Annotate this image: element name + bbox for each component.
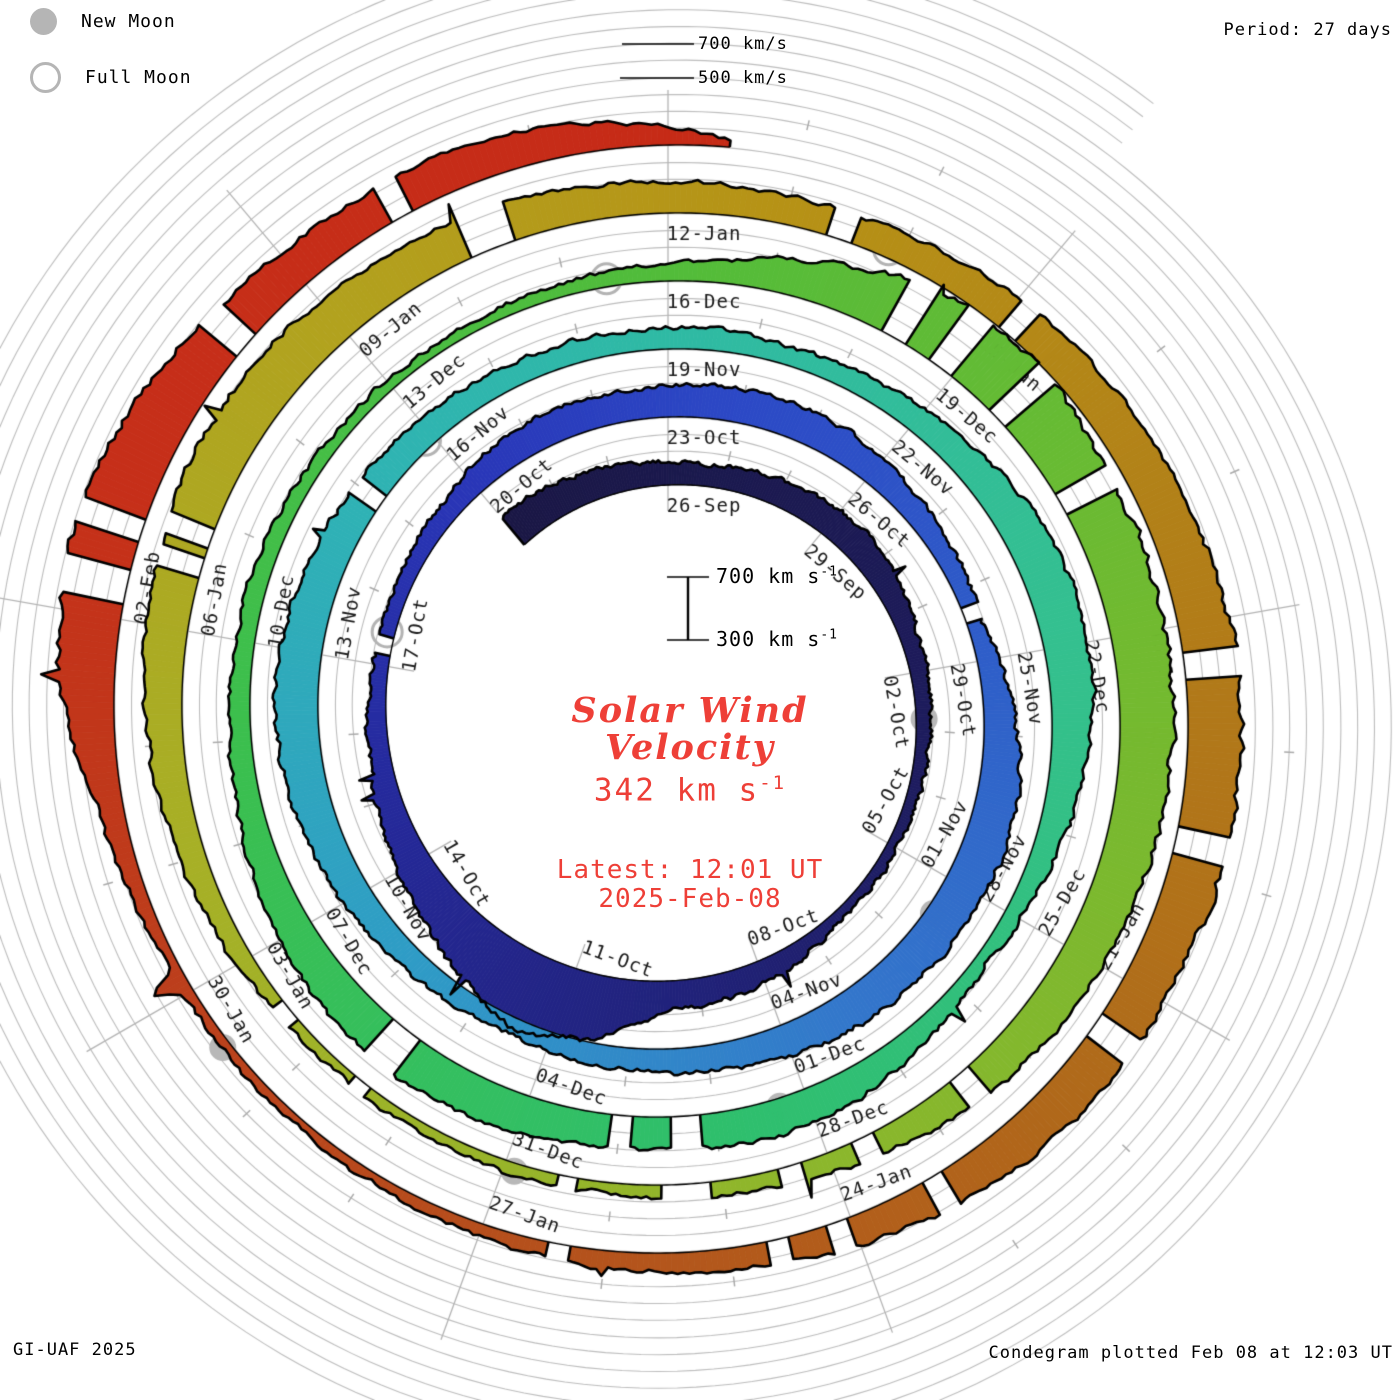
- gridline-label-500: 500 km/s: [698, 68, 788, 88]
- chart-title: Solar Wind Velocity: [480, 692, 900, 766]
- full-moon-icon: [30, 61, 61, 93]
- gridline-label-700: 700 km/s: [698, 34, 788, 54]
- scalebar-top-exp: -1: [820, 564, 838, 580]
- scalebar-top-label: 700 km s-1: [716, 564, 838, 588]
- new-moon-icon: [30, 7, 57, 35]
- plotted-label: Condegram plotted Feb 08 at 12:03 UT: [988, 1343, 1393, 1363]
- chart-title-line2: Velocity: [605, 727, 775, 768]
- speed-number: 342: [593, 772, 656, 809]
- speed-units: km s: [655, 772, 760, 809]
- speed-exp: -1: [759, 772, 787, 794]
- scalebar-bottom-label: 300 km s-1: [716, 627, 838, 651]
- credit-label: GI-UAF 2025: [13, 1340, 137, 1360]
- scalebar-bottom-text: 300 km s: [716, 627, 821, 651]
- scalebar-top-text: 700 km s: [716, 564, 821, 588]
- center-annotation: Solar Wind Velocity 342 km s-1 Latest: 1…: [480, 692, 900, 914]
- full-moon-label: Full Moon: [85, 66, 192, 88]
- moon-legend: New Moon Full Moon: [30, 6, 192, 118]
- legend-full-moon: Full Moon: [30, 61, 192, 93]
- latest-date: 2025-Feb-08: [598, 884, 782, 915]
- chart-title-line1: Solar Wind: [571, 690, 809, 731]
- scalebar-bottom-exp: -1: [820, 627, 838, 643]
- latest-time: Latest: 12:01 UT: [556, 855, 824, 886]
- new-moon-label: New Moon: [81, 10, 176, 32]
- period-label: Period: 27 days: [1223, 20, 1392, 40]
- legend-new-moon: New Moon: [30, 6, 192, 36]
- latest-timestamp: Latest: 12:01 UT 2025-Feb-08: [480, 856, 900, 914]
- current-speed-value: 342 km s-1: [480, 772, 900, 808]
